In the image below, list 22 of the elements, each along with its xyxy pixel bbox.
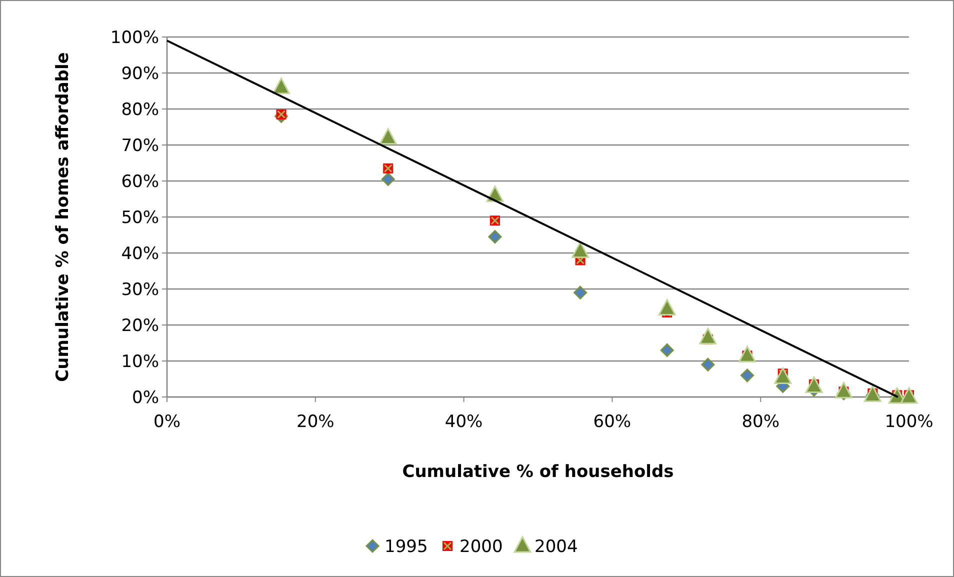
y-tick-label: 30% xyxy=(121,280,159,300)
y-tick-label: 90% xyxy=(121,64,159,84)
x-tick-label: 100% xyxy=(884,412,934,432)
x-tick-label: 80% xyxy=(742,412,780,432)
y-tick-label: 0% xyxy=(132,388,159,408)
x-tick-label: 60% xyxy=(593,412,632,432)
legend-label: 1995 xyxy=(384,536,428,557)
legend-label: 2000 xyxy=(460,536,503,557)
x-axis-title: Cumulative % of households xyxy=(402,462,674,482)
x-tick-label: 40% xyxy=(444,412,483,432)
y-tick-label: 60% xyxy=(121,172,159,192)
x-tick-label: 20% xyxy=(296,412,334,432)
y-axis-title: Cumulative % of homes affordable xyxy=(53,52,73,382)
y-tick-label: 80% xyxy=(121,100,159,120)
x-tick-label: 0% xyxy=(154,412,180,432)
y-tick-label: 20% xyxy=(121,316,159,336)
y-tick-label: 70% xyxy=(121,136,159,156)
legend-label: 2004 xyxy=(534,536,578,557)
y-tick-label: 50% xyxy=(121,208,159,228)
y-tick-label: 10% xyxy=(121,352,159,372)
y-tick-label: 40% xyxy=(121,244,159,264)
y-tick-label: 100% xyxy=(110,28,159,48)
